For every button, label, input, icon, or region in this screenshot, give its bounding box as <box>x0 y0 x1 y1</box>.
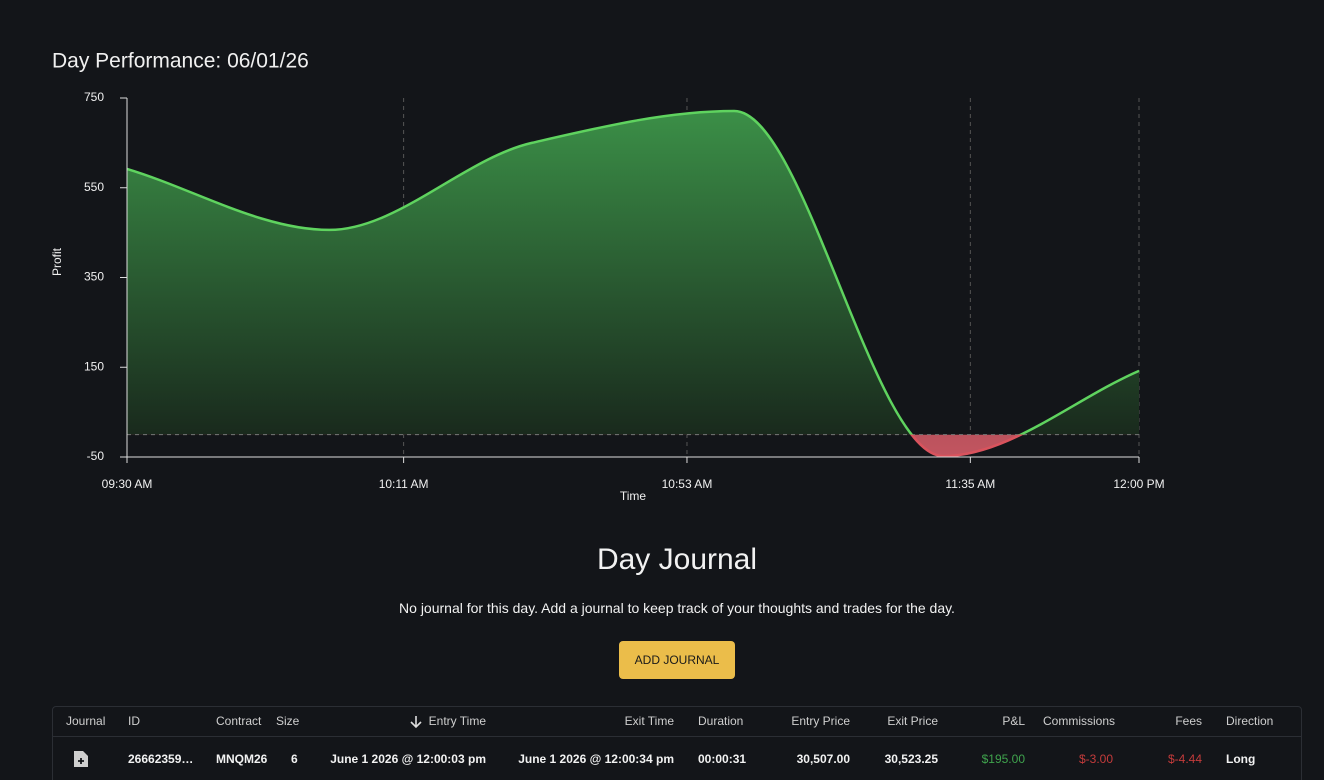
header-cell[interactable]: Entry Time <box>428 714 486 728</box>
table-header: Journal ID Contract Size Entry Time Exit… <box>53 707 1301 737</box>
x-axis-label: Time <box>620 489 647 503</box>
y-axis-label: Profit <box>50 247 64 276</box>
cell-exit-time: June 1 2026 @ 12:00:34 pm <box>518 752 674 766</box>
trades-table: Journal ID Contract Size Entry Time Exit… <box>52 706 1302 780</box>
x-tick-label: 10:11 AM <box>379 477 429 491</box>
journal-message: No journal for this day. Add a journal t… <box>399 600 955 616</box>
header-cell: Contract <box>216 714 262 728</box>
area-positive <box>127 111 1139 435</box>
cell-entry-price: 30,507.00 <box>796 752 850 766</box>
cell-exit-price: 30,523.25 <box>884 752 938 766</box>
add-journal-button[interactable]: ADD JOURNAL <box>619 641 735 679</box>
line-positive <box>126 109 1140 435</box>
cell-entry-time: June 1 2026 @ 12:00:03 pm <box>330 752 486 766</box>
y-tick-label: 750 <box>84 90 104 104</box>
cell-duration: 00:00:31 <box>698 752 747 766</box>
cell-direction: Long <box>1226 752 1256 766</box>
cell-fees: $-4.44 <box>1167 752 1202 766</box>
journal-title: Day Journal <box>596 543 758 576</box>
y-tick-label: 550 <box>84 180 104 194</box>
table-row[interactable]: 26662359… MNQM26 6 June 1 2026 @ 12:00:0… <box>53 737 1301 780</box>
x-tick-label: 11:35 AM <box>945 477 995 491</box>
line-negative <box>910 434 1024 458</box>
header-cell: Direction <box>1226 714 1274 728</box>
header-cell: Entry Price <box>791 714 850 728</box>
header-cell: Journal <box>66 714 106 728</box>
cell-id: 26662359… <box>128 752 194 766</box>
header-cell: Commissions <box>1043 714 1116 728</box>
y-tick-label: -50 <box>87 449 105 463</box>
chart-title: Day Performance: 06/01/26 <box>52 50 309 73</box>
x-tick-label: 12:00 PM <box>1113 477 1164 491</box>
cell-size: 6 <box>291 752 298 766</box>
y-tick-label: 350 <box>84 270 104 284</box>
x-tick-label: 09:30 AM <box>102 477 153 491</box>
header-cell: P&L <box>1002 714 1025 728</box>
cell-commissions: $-3.00 <box>1078 752 1113 766</box>
y-tick-label: 150 <box>84 359 104 373</box>
header-cell: Fees <box>1175 714 1202 728</box>
header-cell: Exit Time <box>624 714 674 728</box>
cell-contract: MNQM26 <box>216 752 268 766</box>
header-cell: Duration <box>698 714 744 728</box>
header-cell: Exit Price <box>887 714 938 728</box>
chart: Day Performance: 06/01/26 Profit Time -5… <box>50 50 1165 504</box>
header-cell: ID <box>128 714 140 728</box>
cell-pnl: $195.00 <box>981 752 1025 766</box>
x-tick-label: 10:53 AM <box>662 477 713 491</box>
sort-icon[interactable] <box>409 715 423 729</box>
header-cell: Size <box>276 714 300 728</box>
area-negative <box>127 434 1139 457</box>
journal-icon[interactable] <box>73 750 89 768</box>
